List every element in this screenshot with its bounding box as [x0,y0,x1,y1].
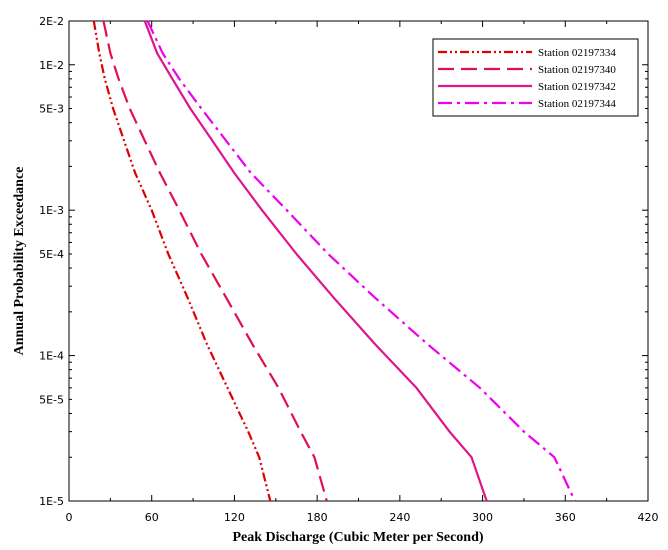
x-tick-label: 0 [66,511,73,524]
x-tick-label: 60 [145,511,159,524]
x-tick-label: 300 [472,511,493,524]
legend-label: Station 02197340 [538,64,616,76]
legend-label: Station 02197344 [538,98,616,110]
series-line [143,20,488,502]
x-tick-label: 360 [555,511,576,524]
y-tick-label: 5E-3 [39,103,64,116]
series-line [146,20,576,502]
y-axis-title: Annual Probability Exceedance [12,167,27,356]
y-tick-label: 2E-2 [39,15,64,28]
series-line [92,20,272,502]
y-axis-ticks: 2E-2 1E-2 5E-3 1E-3 5E-4 1E-4 5E-5 1E-5 [39,15,648,508]
y-tick-label: 1E-2 [39,59,64,72]
series-line [102,20,328,502]
y-tick-label: 5E-5 [39,393,64,406]
x-tick-label: 180 [307,511,328,524]
y-tick-label: 1E-4 [39,350,64,363]
series-lines [92,20,576,502]
y-tick-label: 5E-4 [39,248,64,261]
x-tick-label: 420 [638,511,659,524]
x-tick-label: 120 [224,511,245,524]
y-tick-label: 1E-3 [39,204,64,217]
x-axis-ticks: 0 60 120 180 240 300 360 420 [66,21,659,524]
legend-label: Station 02197342 [538,81,616,93]
x-tick-label: 240 [389,511,410,524]
legend: Station 02197334 Station 02197340 Station … [432,38,639,117]
y-tick-label: 1E-5 [39,495,64,508]
x-axis-title: Peak Discharge (Cubic Meter per Second) [232,530,483,545]
legend-label: Station 02197334 [538,47,616,59]
